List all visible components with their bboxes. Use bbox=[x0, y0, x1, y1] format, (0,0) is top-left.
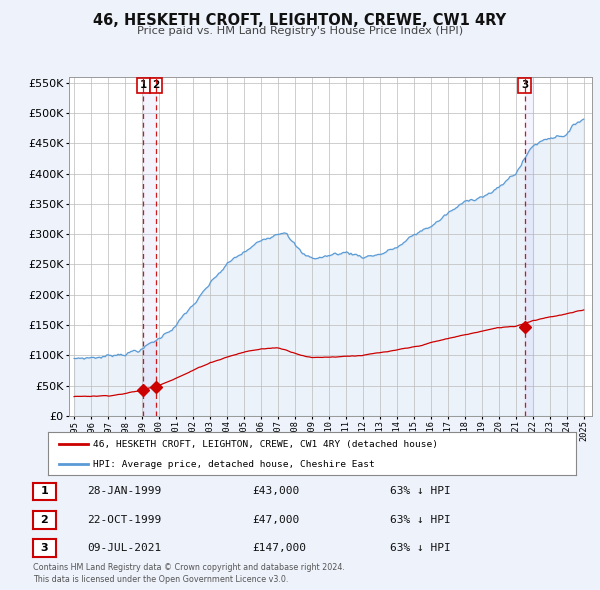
Text: 28-JAN-1999: 28-JAN-1999 bbox=[87, 487, 161, 496]
Text: £43,000: £43,000 bbox=[252, 487, 299, 496]
Text: 3: 3 bbox=[521, 80, 528, 90]
Text: 63% ↓ HPI: 63% ↓ HPI bbox=[390, 515, 451, 525]
Text: 46, HESKETH CROFT, LEIGHTON, CREWE, CW1 4RY: 46, HESKETH CROFT, LEIGHTON, CREWE, CW1 … bbox=[94, 13, 506, 28]
Text: 1: 1 bbox=[140, 80, 147, 90]
Text: 22-OCT-1999: 22-OCT-1999 bbox=[87, 515, 161, 525]
Bar bbox=[143, 77, 156, 416]
Text: Price paid vs. HM Land Registry's House Price Index (HPI): Price paid vs. HM Land Registry's House … bbox=[137, 26, 463, 36]
Text: 09-JUL-2021: 09-JUL-2021 bbox=[87, 543, 161, 553]
Text: 1: 1 bbox=[41, 487, 48, 496]
Text: £47,000: £47,000 bbox=[252, 515, 299, 525]
Text: 63% ↓ HPI: 63% ↓ HPI bbox=[390, 543, 451, 553]
Bar bbox=[524, 77, 533, 416]
Text: 3: 3 bbox=[41, 543, 48, 553]
Text: 46, HESKETH CROFT, LEIGHTON, CREWE, CW1 4RY (detached house): 46, HESKETH CROFT, LEIGHTON, CREWE, CW1 … bbox=[93, 440, 438, 449]
Text: 63% ↓ HPI: 63% ↓ HPI bbox=[390, 487, 451, 496]
Text: HPI: Average price, detached house, Cheshire East: HPI: Average price, detached house, Ches… bbox=[93, 460, 374, 469]
Text: Contains HM Land Registry data © Crown copyright and database right 2024.
This d: Contains HM Land Registry data © Crown c… bbox=[33, 563, 345, 584]
Text: £147,000: £147,000 bbox=[252, 543, 306, 553]
Text: 2: 2 bbox=[152, 80, 160, 90]
Text: 2: 2 bbox=[41, 515, 48, 525]
